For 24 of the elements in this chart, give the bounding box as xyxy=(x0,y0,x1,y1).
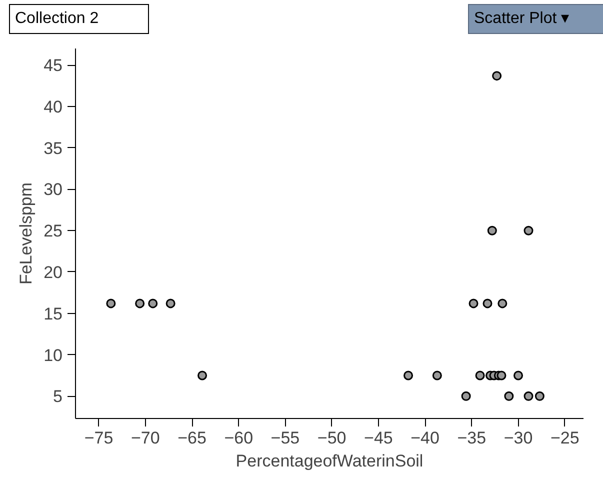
y-tick-label: 35 xyxy=(44,138,63,158)
y-tick-label: 40 xyxy=(44,97,63,116)
text: Scatter Plot ▾ xyxy=(474,9,570,29)
y-tick-label: 15 xyxy=(44,304,63,324)
y-tick-label: 5 xyxy=(53,387,63,406)
x-tick-label: −30 xyxy=(504,428,533,448)
y-tick-label: 30 xyxy=(44,180,63,200)
x-tick-label: −50 xyxy=(317,428,346,448)
x-tick-label: −25 xyxy=(550,428,580,448)
x-tick-label: −55 xyxy=(270,428,300,448)
x-tick-label: −45 xyxy=(364,428,393,448)
x-tick-label: −40 xyxy=(410,428,440,448)
x-tick-label: −60 xyxy=(224,428,254,448)
y-tick-label: 10 xyxy=(44,346,63,365)
x-tick-label: −70 xyxy=(130,428,160,448)
y-axis-title: FeLevelsppm xyxy=(16,182,36,285)
y-tick-label: 45 xyxy=(44,56,63,76)
y-tick-label: 20 xyxy=(44,262,63,282)
y-tick-label: 25 xyxy=(44,222,63,241)
x-axis-title: PercentageofWaterinSoil xyxy=(236,452,424,470)
x-tick-label: −75 xyxy=(84,428,114,448)
x-tick-label: −35 xyxy=(457,428,486,448)
text: Collection 2 xyxy=(15,9,99,29)
x-tick-label: −65 xyxy=(178,428,206,448)
